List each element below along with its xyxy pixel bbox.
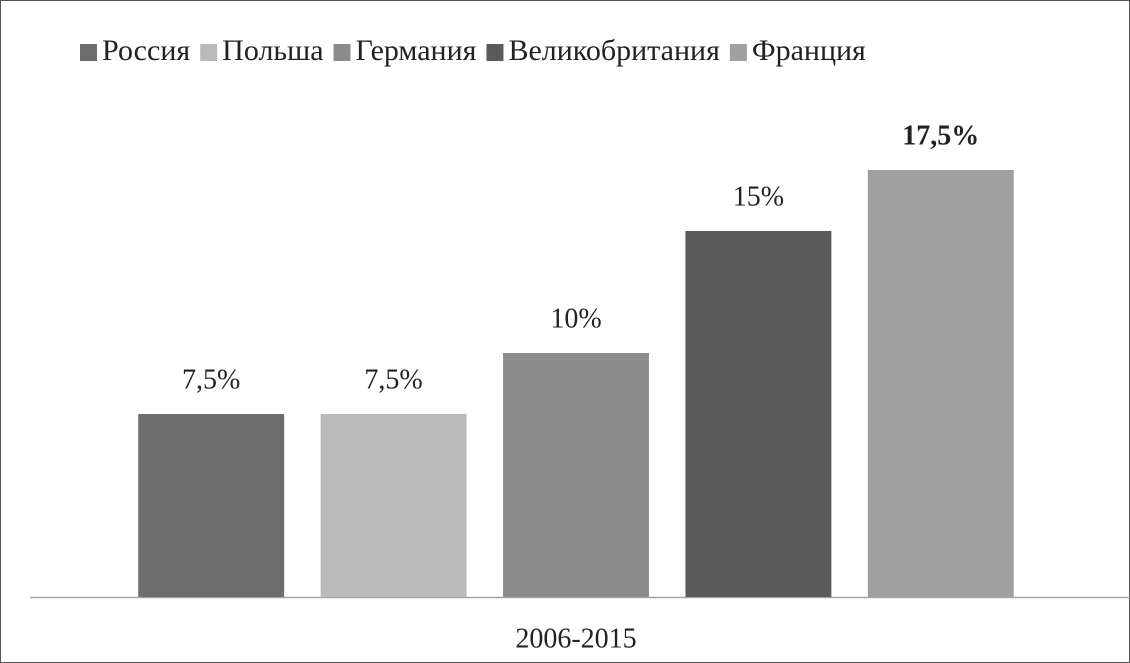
- legend-label: Великобритания: [508, 34, 720, 67]
- bar: [503, 353, 649, 597]
- legend-label: Россия: [102, 34, 190, 67]
- legend-swatch: [729, 44, 747, 61]
- legend-swatch: [486, 44, 504, 61]
- legend-label: Польша: [222, 34, 323, 67]
- data-label: 17,5%: [902, 120, 979, 151]
- data-label: 15%: [733, 181, 784, 212]
- legend-swatch: [200, 44, 218, 61]
- legend-swatch: [80, 44, 97, 61]
- bar: [867, 170, 1014, 597]
- bar: [138, 414, 285, 597]
- legend-label: Франция: [752, 34, 866, 67]
- data-label: 7,5%: [182, 364, 240, 395]
- legend-label: Германия: [356, 34, 477, 67]
- data-label: 10%: [550, 303, 601, 334]
- data-label: 7,5%: [364, 364, 422, 395]
- legend-swatch: [333, 44, 351, 61]
- bar: [320, 414, 467, 597]
- bar: [685, 231, 832, 597]
- x-tick-label: 2006-2015: [515, 623, 636, 654]
